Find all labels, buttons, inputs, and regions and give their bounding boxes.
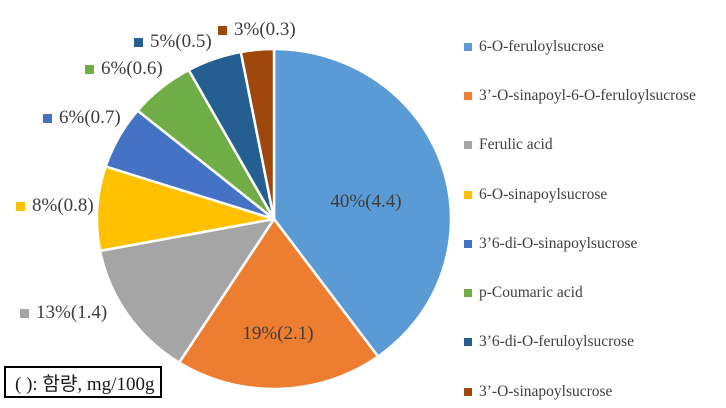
data-label-19pct: 19%(2.1)	[242, 323, 314, 344]
unit-note-text: ( ): 함량, mg/100g	[15, 373, 155, 395]
data-label-13pct: 13%(1.4)	[20, 302, 107, 324]
pie-slice-4	[95, 165, 276, 253]
data-label-text: 13%(1.4)	[36, 302, 108, 323]
legend-label: 6-O-feruloylsucrose	[479, 37, 604, 55]
legend-item: 3’6-di-O-feruloylsucrose	[464, 318, 696, 367]
legend-swatch	[464, 239, 472, 248]
legend-label: p-Coumaric acid	[479, 284, 583, 302]
legend-label: 6-O-sinapoylsucrose	[479, 185, 608, 203]
label-key-swatch	[218, 25, 227, 35]
legend-swatch	[464, 338, 472, 347]
pie-slice-8	[239, 47, 276, 221]
data-label-text: 6%(0.6)	[101, 58, 163, 79]
data-label-5pct: 5%(0.5)	[134, 31, 212, 53]
data-label-8pct: 8%(0.8)	[16, 195, 94, 217]
legend: 6-O-feruloylsucrose 3’-O-sinapoyl-6-O-fe…	[464, 22, 696, 408]
legend-item: 3’-O-sinapoylsucrose	[464, 367, 696, 408]
legend-item: Ferulic acid	[464, 121, 696, 170]
data-label-3pct: 3%(0.3)	[218, 19, 296, 41]
unit-note-box: ( ): 함량, mg/100g	[4, 366, 162, 398]
legend-item: 6-O-sinapoylsucrose	[464, 170, 696, 219]
legend-item: 3’6-di-O-sinapoylsucrose	[464, 219, 696, 268]
legend-label: 3’-O-sinapoylsucrose	[479, 382, 613, 400]
label-key-swatch	[134, 37, 143, 47]
label-key-swatch	[16, 201, 25, 211]
pie-slice-2	[177, 217, 380, 391]
legend-item: 6-O-feruloylsucrose	[464, 22, 696, 71]
legend-swatch	[464, 42, 472, 51]
pie-slice-1	[272, 47, 453, 358]
label-key-swatch	[20, 308, 29, 318]
legend-swatch	[464, 91, 472, 100]
data-label-text: 6%(0.7)	[59, 107, 121, 128]
data-label-6pct-blue: 6%(0.7)	[43, 107, 121, 129]
legend-swatch	[464, 141, 472, 150]
legend-item: 3’-O-sinapoyl-6-O-feruloylsucrose	[464, 71, 696, 120]
data-label-6pct-green: 6%(0.6)	[85, 58, 163, 80]
data-label-text: 3%(0.3)	[234, 19, 296, 40]
label-key-swatch	[43, 113, 52, 123]
legend-swatch	[464, 387, 472, 396]
legend-label: Ferulic acid	[479, 136, 553, 154]
legend-swatch	[464, 289, 472, 298]
data-label-text: 8%(0.8)	[32, 195, 94, 216]
legend-label: 3’6-di-O-feruloylsucrose	[479, 333, 634, 351]
legend-label: 3’-O-sinapoyl-6-O-feruloylsucrose	[479, 86, 696, 104]
legend-swatch	[464, 190, 472, 199]
data-label-40pct: 40%(4.4)	[330, 191, 402, 212]
data-label-text: 5%(0.5)	[150, 31, 212, 52]
legend-label: 3’6-di-O-sinapoylsucrose	[479, 234, 638, 252]
label-key-swatch	[85, 64, 94, 74]
pie-slice-3	[98, 217, 276, 364]
legend-item: p-Coumaric acid	[464, 268, 696, 317]
